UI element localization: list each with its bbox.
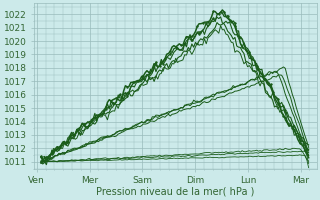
X-axis label: Pression niveau de la mer( hPa ): Pression niveau de la mer( hPa ) bbox=[96, 187, 254, 197]
